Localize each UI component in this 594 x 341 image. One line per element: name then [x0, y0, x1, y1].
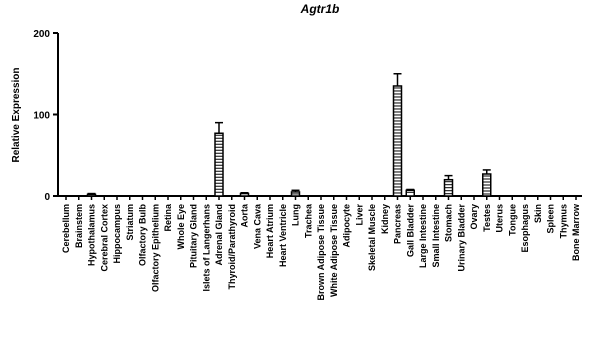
- y-ticks: 0 100 200: [33, 29, 58, 203]
- error-bars-group: [87, 73, 491, 195]
- x-tick-label: Testes: [482, 204, 492, 232]
- x-tick-label: Adipocyte: [342, 204, 352, 248]
- x-tick-label: Lung: [291, 204, 301, 226]
- x-tick-label: Spleen: [546, 204, 556, 234]
- y-axis-label: Relative Expression: [11, 67, 22, 162]
- x-tick-label: Striatum: [125, 204, 135, 241]
- x-tick-labels: Cerebellum Brainstem Hypothalamus Cerebral …: [61, 196, 581, 301]
- x-tick-label: Tongue: [507, 204, 517, 236]
- x-tick-label: Uterus: [495, 204, 505, 233]
- x-tick-label: Pituitary Gland: [189, 204, 199, 268]
- x-tick-label: Vena Cava: [252, 203, 262, 249]
- x-tick-label: Olfactory Bulb: [138, 204, 148, 267]
- x-tick-label: Brown Adipose Tissue: [316, 204, 326, 301]
- chart-title: Agtr1b: [300, 2, 340, 16]
- x-tick-label: Olfactory Epithelium: [150, 204, 160, 292]
- x-tick-label: Skeletal Muscle: [367, 204, 377, 271]
- x-tick-label: Large Intestine: [418, 204, 428, 268]
- x-tick-label: Stomach: [444, 204, 454, 242]
- x-tick-label: Gall Bladder: [405, 204, 415, 258]
- x-tick-label: Esophagus: [520, 204, 530, 253]
- bars-group: [86, 85, 492, 197]
- x-tick-label: Bone Marrow: [571, 203, 581, 261]
- x-tick-label: Hippocampus: [112, 204, 122, 264]
- x-tick-label: Cerebral Cortex: [99, 204, 109, 272]
- x-tick-label: Urinary Bladder: [456, 204, 466, 272]
- x-tick-label: Trachea: [303, 203, 313, 238]
- x-tick-label: Aorta: [240, 203, 250, 227]
- x-tick-label: Thyroid/Parathyroid: [227, 204, 237, 290]
- x-tick-label: Heart Atrium: [265, 204, 275, 258]
- x-tick-label: Islets of Langerhans: [201, 204, 211, 292]
- x-tick-label: Brainstem: [74, 204, 84, 248]
- bar: [86, 193, 97, 197]
- y-tick-label: 200: [33, 29, 50, 40]
- x-tick-label: Liver: [354, 204, 364, 226]
- x-tick-label: Thymus: [558, 204, 568, 239]
- x-tick-label: Small Intestine: [431, 204, 441, 268]
- x-tick-label: Adrenal Gland: [214, 204, 224, 266]
- y-tick-label: 100: [33, 111, 50, 122]
- x-tick-label: Cerebellum: [61, 204, 71, 253]
- x-tick-label: Skin: [533, 204, 543, 223]
- y-tick-label: 0: [44, 192, 50, 203]
- x-tick-label: Retina: [163, 203, 173, 232]
- x-tick-label: Hypothalamus: [87, 204, 97, 266]
- x-tick-label: Kidney: [380, 204, 390, 234]
- x-tick-label: Pancreas: [393, 204, 403, 244]
- x-tick-label: White Adipose Tissue: [329, 204, 339, 297]
- bar: [405, 189, 415, 197]
- x-tick-label: Ovary: [469, 204, 479, 230]
- bar: [239, 192, 250, 197]
- x-tick-label: Heart Ventricle: [278, 204, 288, 267]
- x-tick-label: Whole Eye: [176, 204, 186, 250]
